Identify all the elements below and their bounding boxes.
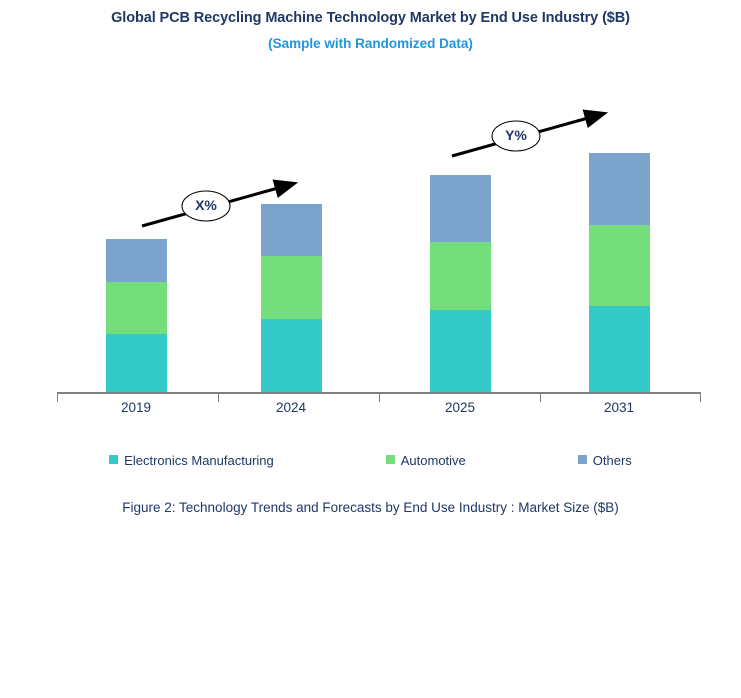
chart-title: Global PCB Recycling Machine Technology … bbox=[111, 10, 630, 26]
bar-segment[interactable] bbox=[105, 334, 167, 392]
bar-segment[interactable] bbox=[588, 153, 650, 225]
chart-legend: Electronics Manufacturing Automotive Other… bbox=[0, 452, 741, 468]
legend-item[interactable]: Electronics Manufacturing bbox=[109, 452, 274, 468]
bar-segment[interactable] bbox=[260, 204, 322, 256]
bar-segment[interactable] bbox=[260, 319, 322, 392]
figure-caption: Figure 2: Technology Trends and Forecast… bbox=[122, 500, 619, 515]
legend-item[interactable]: Others bbox=[577, 452, 632, 469]
growth-label-x: X% bbox=[195, 197, 217, 213]
legend-swatch-icon bbox=[385, 455, 395, 465]
x-axis-tick bbox=[57, 394, 58, 402]
bar-segment[interactable] bbox=[588, 306, 650, 392]
legend-swatch-icon bbox=[577, 455, 587, 465]
x-axis-label-2024: 2024 bbox=[275, 400, 307, 415]
x-axis-line bbox=[57, 392, 701, 394]
legend-swatch-icon bbox=[109, 455, 119, 465]
x-axis-label-2025: 2025 bbox=[444, 400, 476, 415]
plot-area bbox=[57, 80, 701, 402]
bar-group[interactable] bbox=[429, 175, 491, 392]
bar-segment[interactable] bbox=[588, 225, 650, 306]
x-axis-tick bbox=[218, 394, 219, 402]
growth-label-y: Y% bbox=[505, 127, 527, 143]
bar-group[interactable] bbox=[588, 153, 650, 392]
title-block: Global PCB Recycling Machine Technology … bbox=[0, 8, 741, 54]
bar-segment[interactable] bbox=[260, 256, 322, 319]
bar-group[interactable] bbox=[105, 239, 167, 392]
x-axis-tick bbox=[700, 394, 701, 402]
chart-subtitle: (Sample with Randomized Data) bbox=[268, 36, 473, 51]
legend-item[interactable]: Automotive bbox=[385, 452, 466, 469]
bar-segment[interactable] bbox=[429, 242, 491, 310]
legend-label: Others bbox=[592, 453, 632, 469]
bar-segment[interactable] bbox=[429, 310, 491, 392]
bar-segment[interactable] bbox=[105, 239, 167, 282]
x-axis-label-2031: 2031 bbox=[603, 400, 635, 415]
bar-segment[interactable] bbox=[105, 282, 167, 334]
bar-group[interactable] bbox=[260, 204, 322, 392]
legend-label: Electronics Manufacturing bbox=[124, 453, 274, 469]
x-axis-tick bbox=[540, 394, 541, 402]
x-axis-tick bbox=[379, 394, 380, 402]
legend-label: Automotive bbox=[400, 453, 466, 469]
bar-segment[interactable] bbox=[429, 175, 491, 242]
x-axis-label-2019: 2019 bbox=[120, 400, 152, 415]
